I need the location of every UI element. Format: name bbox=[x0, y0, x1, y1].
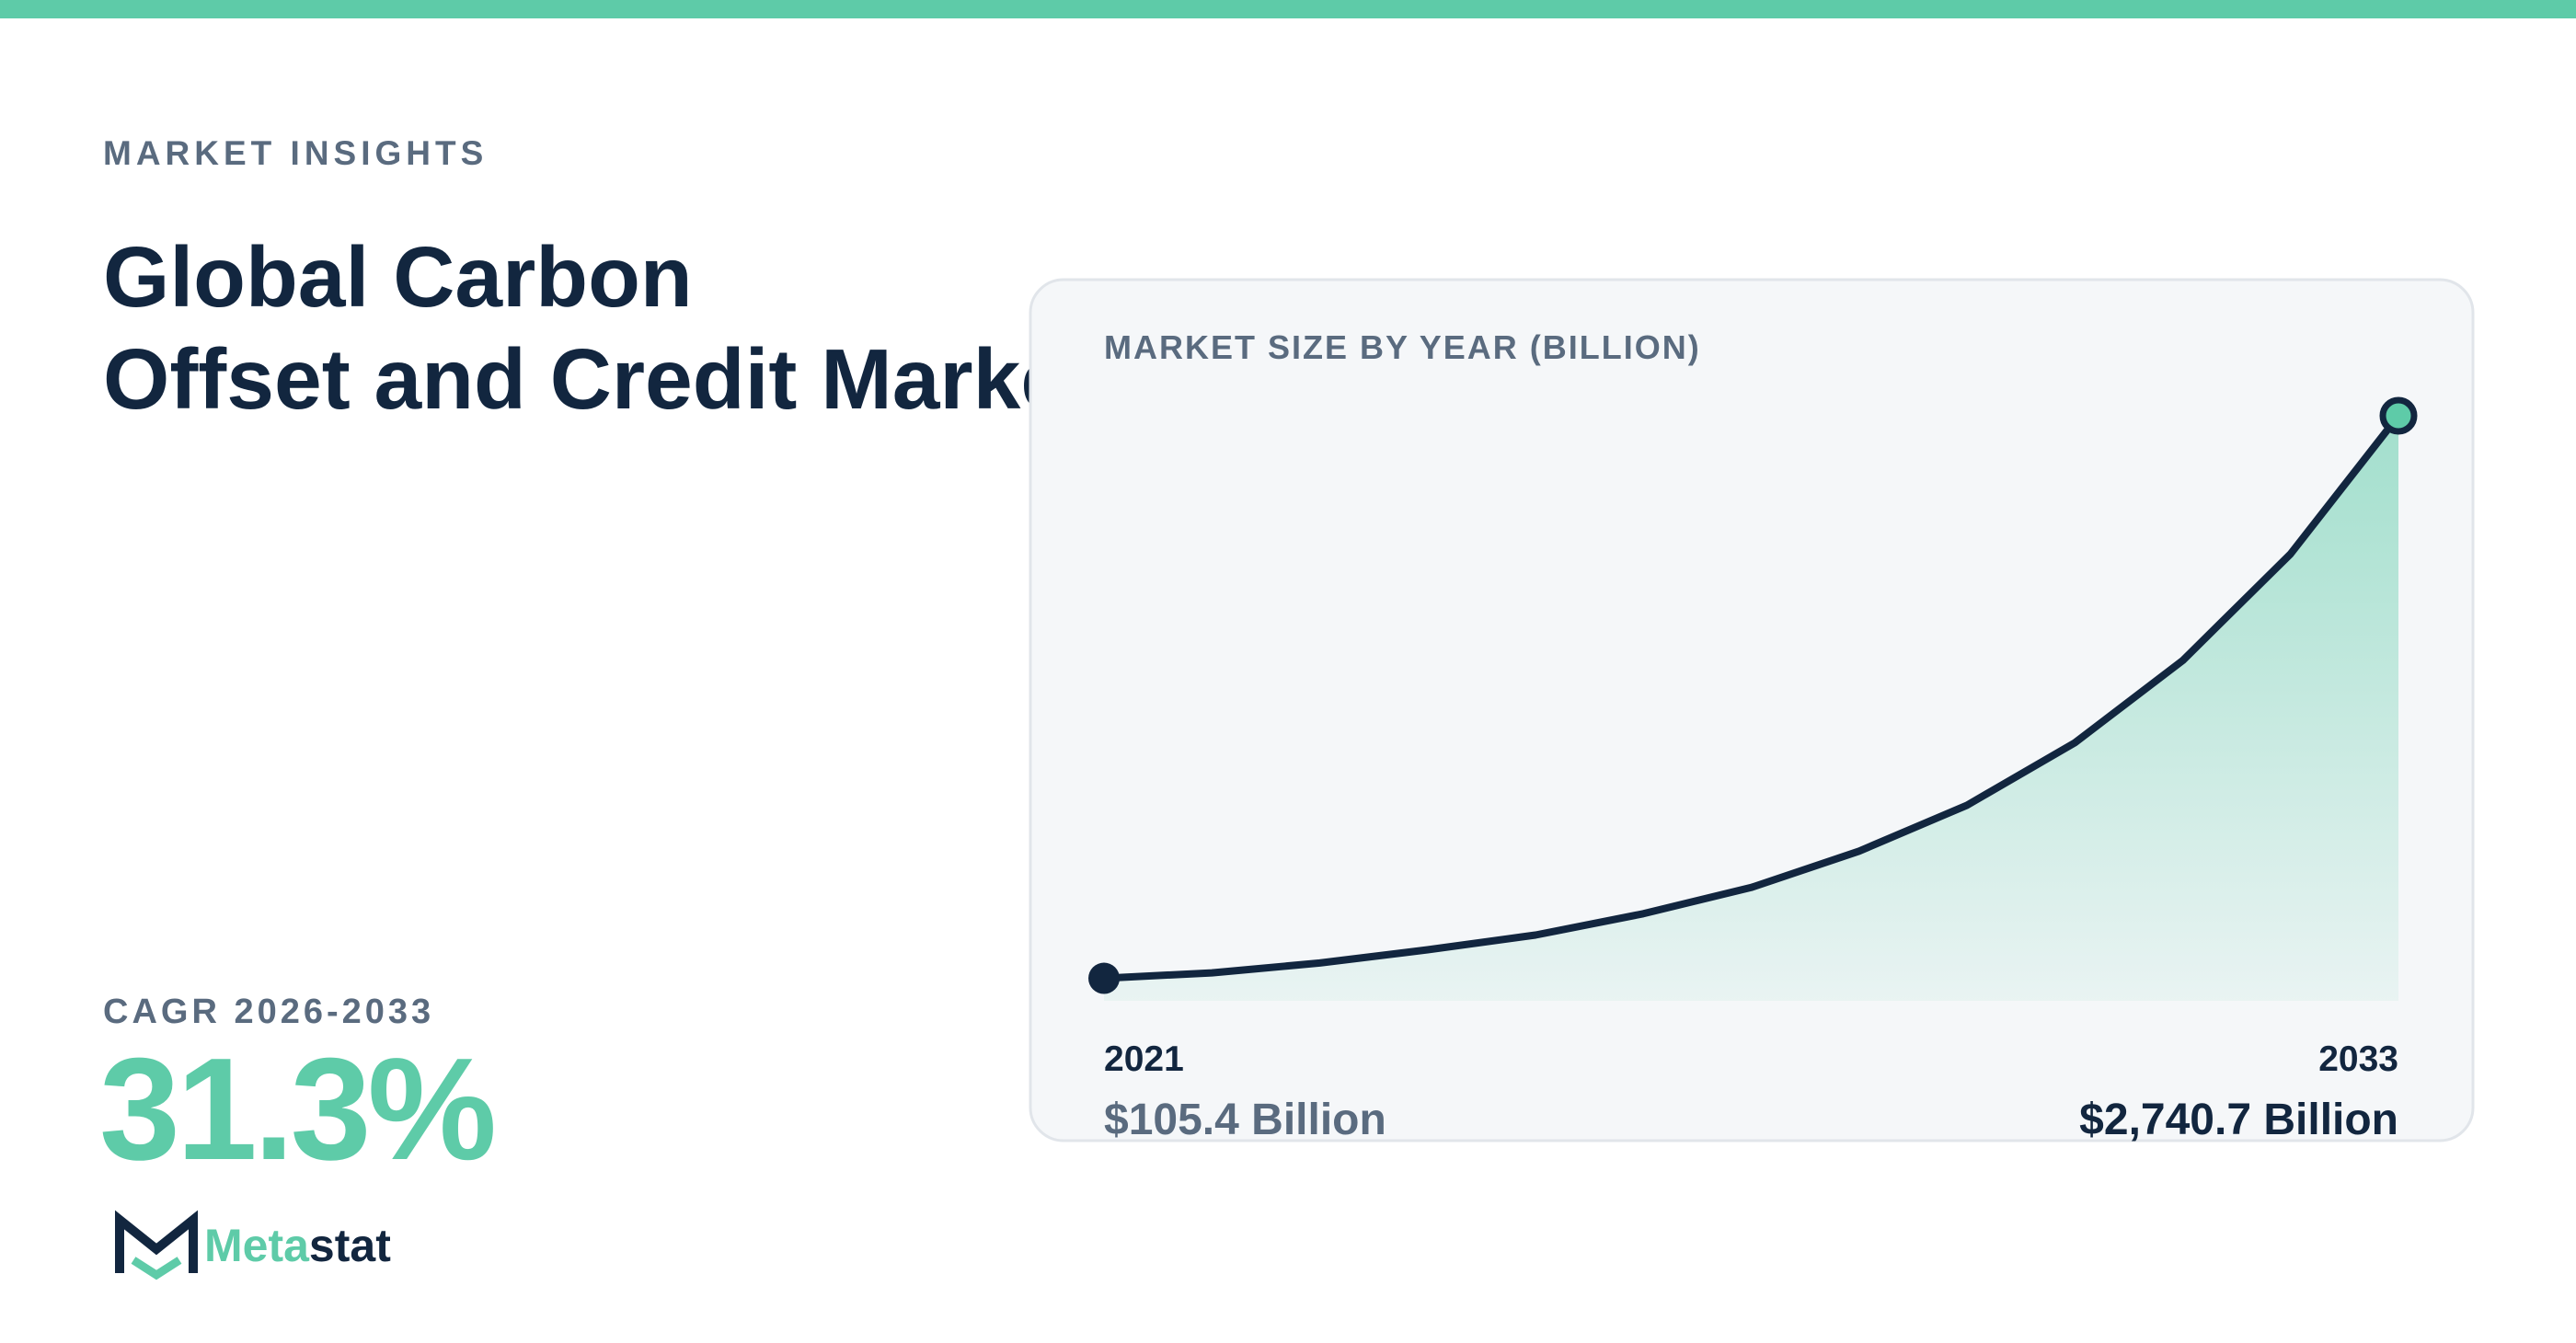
value-label: $105.4 Billion bbox=[1104, 1096, 1386, 1144]
brand-part: stat bbox=[309, 1220, 391, 1271]
end-marker bbox=[2379, 396, 2418, 435]
top-bar bbox=[0, 0, 2576, 18]
eyebrow: MARKET INSIGHTS bbox=[103, 134, 488, 172]
x-tick-label: 2021 bbox=[1104, 1039, 1184, 1079]
cagr-value: 31.3% bbox=[99, 1028, 494, 1190]
area-fill bbox=[1104, 416, 2398, 1001]
x-tick-label: 2033 bbox=[2318, 1039, 2398, 1079]
chart-title: MARKET SIZE BY YEAR (BILLION) bbox=[1104, 328, 1701, 366]
brand-name: Metastat bbox=[204, 1220, 391, 1271]
logo-accent bbox=[131, 1257, 182, 1280]
cagr-label: CAGR 2026-2033 bbox=[103, 993, 434, 1031]
title-line: Offset and Credit Market bbox=[103, 331, 1097, 427]
start-marker bbox=[1088, 962, 1120, 994]
line bbox=[1100, 412, 2402, 982]
logo-mark bbox=[115, 1210, 198, 1273]
brand-part: Meta bbox=[204, 1220, 310, 1271]
logo: Metastat bbox=[115, 1210, 391, 1280]
title-line: Global Carbon bbox=[103, 229, 693, 325]
value-label: $2,740.7 Billion bbox=[2079, 1096, 2398, 1144]
plot: 2021 2033 $105.4 Billion $2,740.7 Billion bbox=[1088, 396, 2418, 1144]
